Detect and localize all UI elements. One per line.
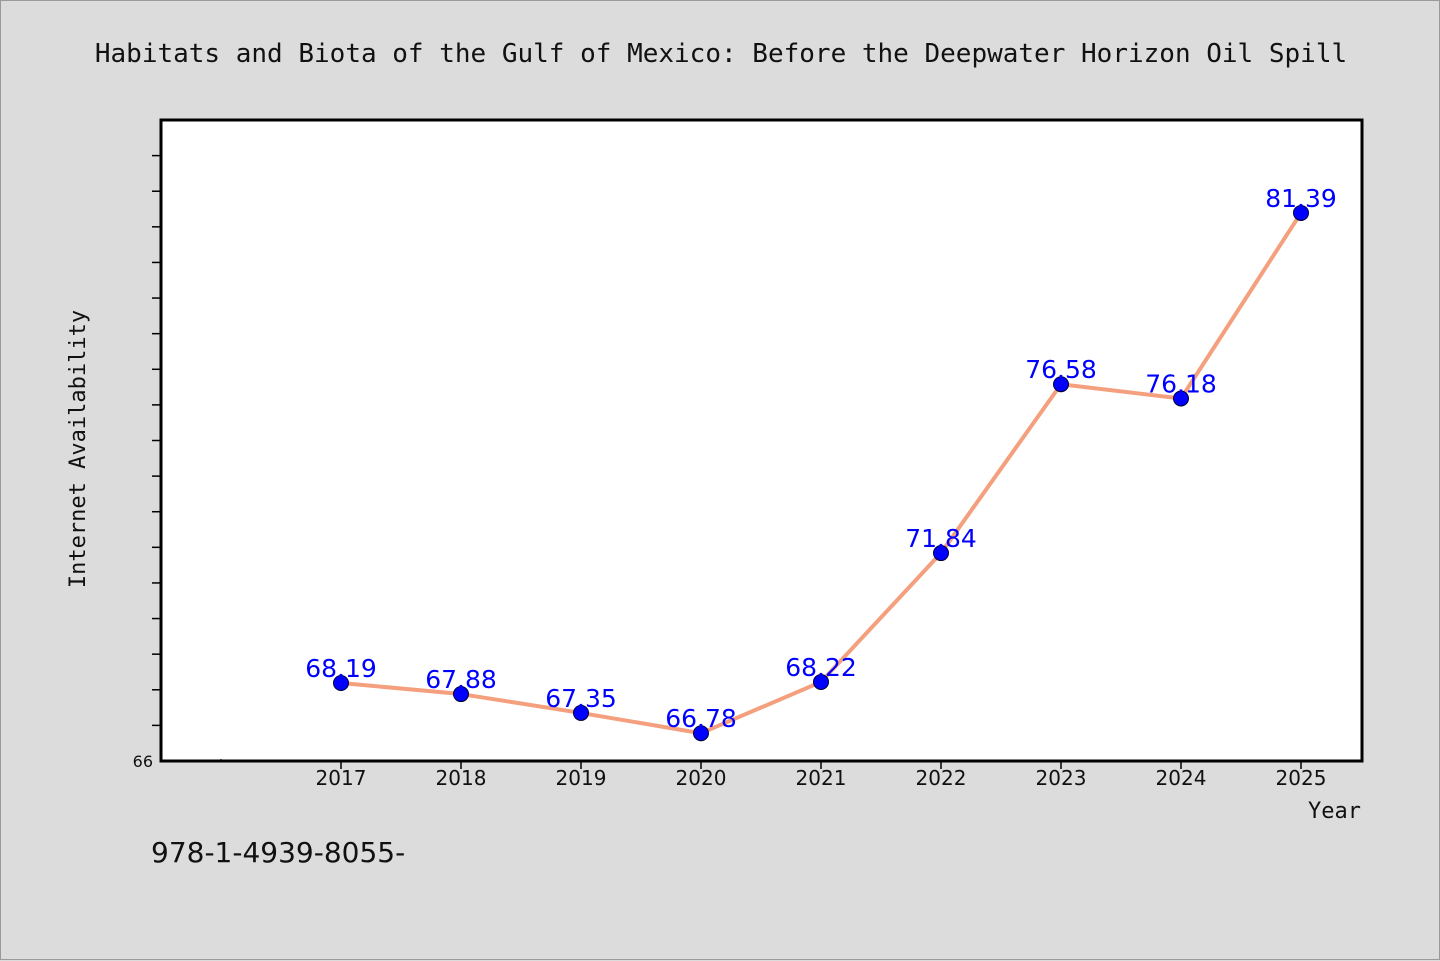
y-axis-ticks: 66 [133,154,161,771]
x-tick-label: 2023 [1036,766,1087,790]
data-point [333,675,349,692]
data-point [453,686,469,703]
x-axis-ticks: 2017 2018 2019 2020 2021 2022 2023 2024 2025 [220,759,1327,790]
data-label: 67.88 [425,665,497,694]
y-tick-label: 66 [133,752,153,771]
data-label: 66.78 [665,704,737,733]
data-label: 71.84 [905,524,977,553]
x-tick-label: 2018 [436,766,487,790]
data-point [933,545,949,562]
data-point [1293,204,1309,221]
data-label: 76.18 [1145,369,1217,398]
x-axis-label: Year [1308,799,1361,824]
data-point [1053,376,1069,393]
footer-code: 978-1-4939-8055- [151,836,406,869]
data-label: 67.35 [545,684,617,713]
plot-area [159,118,1364,763]
data-label: 68.22 [785,653,857,682]
series-layer: 68.19 67.88 67.35 66.78 68.22 71.84 76.58 76.18… [305,184,1337,742]
x-tick-label: 2017 [316,766,367,790]
y-axis-label: Internet Availability [66,310,91,588]
data-label: 68.19 [305,654,377,683]
x-tick-label: 2021 [796,766,847,790]
x-tick-label: 2022 [916,766,967,790]
data-point [693,725,709,742]
data-label: 81.39 [1265,184,1337,213]
data-label: 76.58 [1025,355,1097,384]
chart-title: Habitats and Biota of the Gulf of Mexico… [95,39,1347,69]
x-tick-label: 2025 [1276,766,1327,790]
x-tick-label: 2024 [1156,766,1207,790]
x-tick-label: 2020 [676,766,727,790]
data-point [573,704,589,721]
data-point [813,673,829,690]
data-point [1173,390,1189,407]
x-tick-label: 2019 [556,766,607,790]
